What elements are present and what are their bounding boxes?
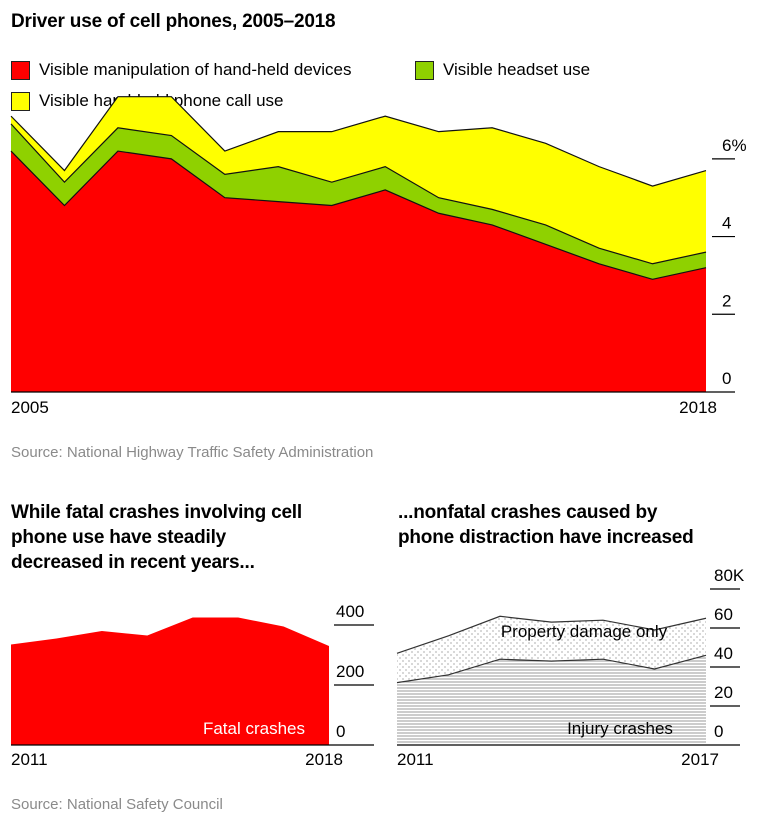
legend-swatch-red [11, 60, 30, 80]
fatal-x-label-start: 2011 [11, 750, 48, 769]
nonfatal-ytick-label-4: 80K [714, 566, 745, 585]
bottom-source: Source: National Safety Council [11, 796, 223, 813]
main-ytick-label-3: 6% [722, 136, 747, 155]
fatal-area-label: Fatal crashes [203, 719, 305, 738]
nonfatal-series-1 [397, 616, 706, 683]
fatal-chart-title: While fatal crashes involving cell phone… [11, 500, 302, 575]
nonfatal-ytick-label-2: 40 [714, 644, 733, 663]
fatal-ytick-label-2: 400 [336, 602, 364, 621]
nonfatal-x-label-end: 2017 [681, 750, 719, 769]
legend-label-headset: Visible headset use [443, 60, 591, 79]
main-ytick-label-2: 4 [722, 214, 731, 233]
legend-item-manipulation: Visible manipulation of hand-held device… [11, 60, 352, 80]
fatal-ytick-label-1: 200 [336, 662, 364, 681]
legend-swatch-yellow [11, 91, 30, 111]
main-chart-title: Driver use of cell phones, 2005–2018 [11, 11, 336, 32]
main-series-line-2 [10, 96, 707, 187]
nonfatal-title-line-2: phone distraction have increased [398, 527, 694, 548]
main-series-0 [11, 151, 706, 392]
fatal-title-line-2: phone use have steadily [11, 527, 227, 548]
main-ytick-label-1: 2 [722, 291, 731, 310]
nonfatal-title-line-1: ...nonfatal crashes caused by [398, 502, 658, 523]
fatal-x-label-end: 2018 [305, 750, 343, 769]
main-series-2 [11, 96, 706, 264]
nonfatal-area-label-injury: Injury crashes [567, 719, 673, 738]
legend-label-manipulation: Visible manipulation of hand-held device… [39, 60, 352, 79]
main-x-label-start: 2005 [11, 398, 49, 417]
fatal-series-0 [11, 617, 329, 745]
nonfatal-ytick-label-1: 20 [714, 683, 733, 702]
main-series-1 [11, 123, 706, 280]
main-series-line-1 [10, 123, 707, 265]
nonfatal-ytick-label-3: 60 [714, 605, 733, 624]
nonfatal-series-line-1 [396, 615, 707, 654]
nonfatal-series-0 [397, 655, 706, 745]
nonfatal-chart-title: ...nonfatal crashes caused by phone dist… [398, 500, 694, 550]
main-source: Source: National Highway Traffic Safety … [11, 444, 374, 461]
main-series-line-0 [10, 150, 707, 280]
fatal-title-line-1: While fatal crashes involving cell [11, 502, 302, 523]
nonfatal-area-label-property: Property damage only [501, 622, 668, 641]
nonfatal-series-line-0 [396, 654, 707, 684]
legend-item-headset: Visible headset use [415, 60, 590, 80]
main-ytick-label-0: 0 [722, 369, 731, 388]
nonfatal-x-label-start: 2011 [397, 750, 434, 769]
nonfatal-ytick-label-0: 0 [714, 722, 723, 741]
fatal-ytick-label-0: 0 [336, 722, 345, 741]
fatal-title-line-3: decreased in recent years... [11, 552, 255, 573]
legend-swatch-green [415, 60, 434, 80]
main-x-label-end: 2018 [679, 398, 717, 417]
